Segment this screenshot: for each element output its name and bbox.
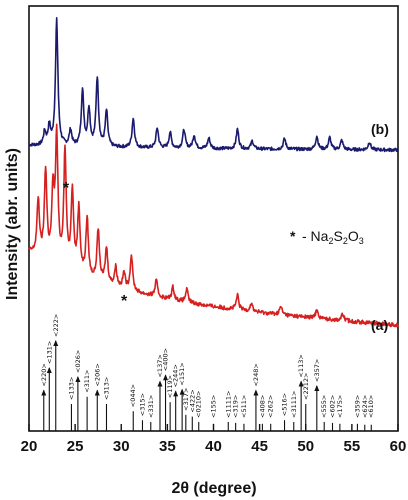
reference-label: <206> <box>93 363 101 386</box>
reference-label: <2212> <box>302 373 310 400</box>
reference-label: <155> <box>210 395 218 418</box>
reference-label: <313> <box>102 377 110 400</box>
reference-label: <610> <box>367 395 375 418</box>
reference-label: <311> <box>83 369 91 392</box>
reference-label: <422> <box>188 389 196 412</box>
reference-label: <175> <box>336 395 344 418</box>
reference-lines: <220><131> <222> <133> <026><311> <206><313>… <box>40 314 375 431</box>
reference-label: <624> <box>361 395 369 418</box>
x-axis-title: 2θ (degree) <box>171 480 256 497</box>
y-axis-title: Intensity (abr. units) <box>4 148 21 300</box>
reference-label: <137> <box>156 354 164 377</box>
reference-label: <602> <box>329 395 337 418</box>
reference-arrow <box>314 385 320 391</box>
reference-arrow <box>179 388 185 395</box>
reference-arrow <box>298 380 304 387</box>
reference-label: <3111> <box>290 391 298 418</box>
na2s2o3-peak-marker: * <box>121 293 128 310</box>
reference-label: <133> <box>67 377 75 400</box>
reference-arrow <box>173 390 179 397</box>
reference-arrow <box>46 367 52 373</box>
x-tick-label: 25 <box>67 438 84 455</box>
reference-label: <400> <box>162 348 170 371</box>
reference-label: <317> <box>182 387 190 410</box>
reference-label: <516> <box>281 393 289 416</box>
reference-label: <026> <box>74 350 82 373</box>
legend-text: - Na2S2O3 <box>302 228 364 246</box>
plot-frame <box>28 5 399 432</box>
x-tick-label: 30 <box>113 438 130 455</box>
legend: * - Na2S2O3 <box>290 228 364 246</box>
reference-arrow <box>94 389 100 396</box>
reference-arrow <box>253 389 259 396</box>
x-tick-label: 50 <box>297 438 314 455</box>
series-lines: ** <box>28 16 399 328</box>
x-tick-label: 45 <box>251 438 268 455</box>
x-tick-label: 60 <box>390 438 407 455</box>
series-line-a <box>28 123 399 328</box>
na2s2o3-peak-marker: * <box>63 180 70 197</box>
series-line-b <box>28 16 399 153</box>
reference-label: <408> <box>258 395 266 418</box>
reference-label: <151> <box>178 362 186 385</box>
reference-label: <119> <box>166 375 174 398</box>
reference-label: <511> <box>240 395 248 418</box>
reference-label: <131> <box>45 341 53 364</box>
reference-label: <0210> <box>195 391 203 418</box>
reference-arrow <box>75 376 81 382</box>
x-tick-label: 20 <box>21 438 38 455</box>
reference-label: <331> <box>147 395 155 418</box>
reference-arrow <box>41 389 47 396</box>
reference-label: <315> <box>138 393 146 416</box>
x-tick-label: 55 <box>344 438 361 455</box>
reference-label: <113> <box>297 354 305 377</box>
x-ticks: 20 25 30 35 40 45 50 55 60 <box>21 424 407 455</box>
x-tick-label: 35 <box>159 438 176 455</box>
reference-label: <555> <box>320 395 328 418</box>
reference-label: <262> <box>267 395 275 418</box>
series-label-b: (b) <box>371 121 389 137</box>
reference-label: <244> <box>172 364 180 387</box>
reference-label: <220> <box>40 363 48 386</box>
reference-label: <319> <box>232 395 240 418</box>
reference-arrow <box>157 380 163 387</box>
legend-marker: * <box>290 228 296 244</box>
reference-arrow <box>163 374 169 381</box>
x-tick-label: 40 <box>205 438 222 455</box>
reference-label: <359> <box>353 395 361 418</box>
reference-label: <248> <box>252 363 260 386</box>
reference-label: <044> <box>129 384 137 407</box>
reference-label: <357> <box>313 359 321 382</box>
series-label-a: (a) <box>371 317 388 333</box>
reference-label: <1111> <box>224 391 232 418</box>
reference-arrow <box>53 340 59 346</box>
reference-label: <222> <box>52 314 60 337</box>
